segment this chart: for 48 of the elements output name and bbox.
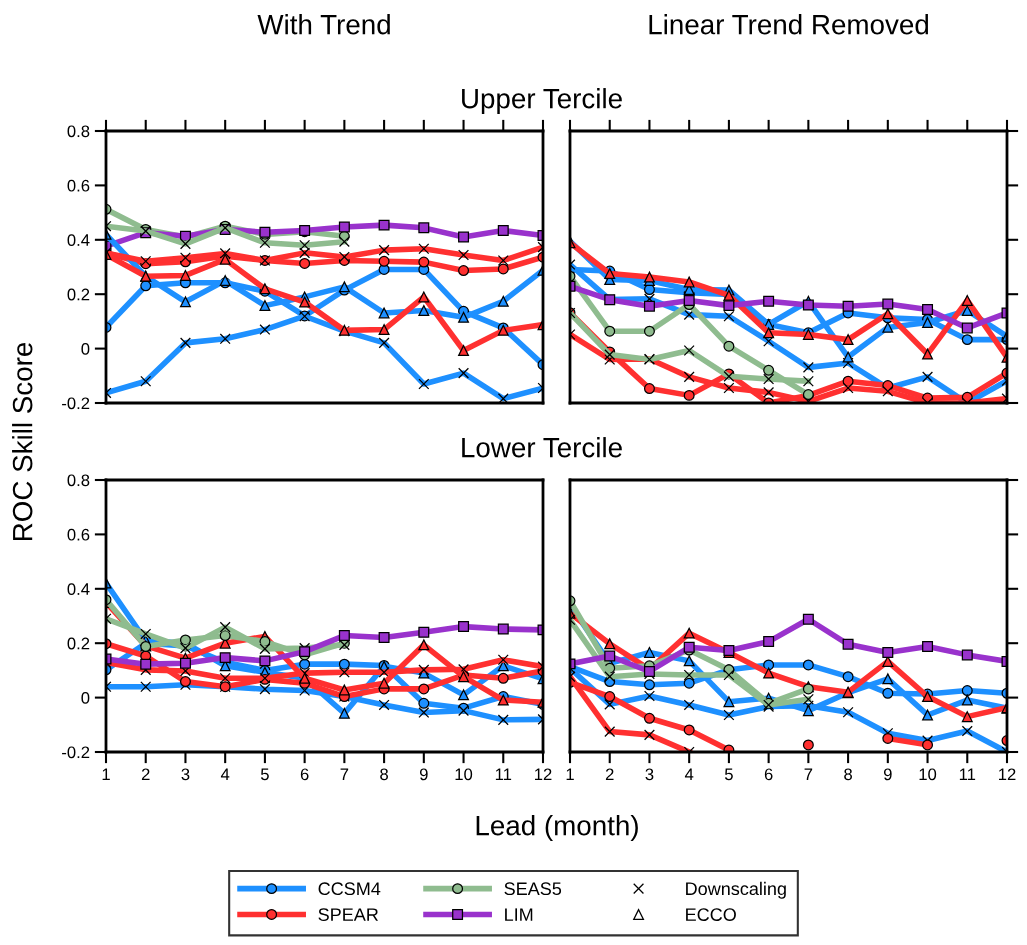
- x-tick-label: 1: [566, 768, 574, 781]
- x-tick-label: 10: [919, 768, 937, 781]
- legend-label: ECCO: [686, 908, 736, 921]
- y-tick-label: 0.6: [67, 528, 90, 541]
- x-axis-title: Lead (month): [476, 815, 638, 841]
- x-tick-label: 9: [419, 768, 428, 781]
- x-tick-label: 3: [645, 768, 654, 781]
- x-tick-label: 11: [959, 768, 976, 781]
- x-tick-label: 6: [300, 768, 309, 781]
- x-tick-label: 8: [844, 768, 852, 781]
- chart-title: Linear Trend Removed: [649, 14, 929, 35]
- legend-label: SPEAR: [318, 908, 379, 921]
- y-axis-title: ROC Skill Score: [12, 342, 33, 541]
- y-tick-label: 0.2: [67, 288, 90, 301]
- x-tick-label: 8: [380, 768, 388, 781]
- x-tick-label: 2: [605, 768, 614, 781]
- x-tick-label: 5: [724, 768, 733, 781]
- y-tick-label: 0: [81, 692, 90, 704]
- x-tick-label: 5: [260, 768, 269, 781]
- x-tick-label: 9: [883, 768, 892, 781]
- x-tick-label: 12: [535, 768, 552, 781]
- chart-title: With Trend: [257, 14, 390, 35]
- legend-label: LIM: [505, 908, 533, 921]
- x-tick-label: 12: [999, 768, 1016, 781]
- y-tick-label: 0.6: [67, 179, 90, 192]
- y-tick-label: 0.4: [67, 583, 90, 595]
- x-tick-label: 7: [804, 768, 813, 781]
- legend-label: SEAS5: [504, 882, 562, 896]
- y-tick-label: 0.8: [67, 474, 90, 487]
- y-tick-label: 0.4: [67, 234, 90, 246]
- legend-label: CCSM4: [318, 882, 381, 896]
- x-tick-label: 1: [102, 768, 110, 781]
- y-tick-label: 0: [81, 343, 90, 355]
- x-tick-label: 6: [764, 768, 773, 781]
- y-tick-label: 0.2: [67, 637, 90, 650]
- x-tick-label: 10: [455, 768, 473, 781]
- x-tick-label: 7: [340, 768, 349, 781]
- x-tick-label: 4: [684, 768, 694, 781]
- x-tick-label: 4: [220, 768, 230, 781]
- y-tick-label: -0.2: [62, 397, 90, 410]
- x-tick-label: 2: [141, 768, 150, 781]
- chart-subtitle: Upper Tercile: [462, 88, 622, 114]
- y-tick-label: 0.8: [67, 125, 90, 138]
- x-tick-label: 11: [495, 768, 512, 781]
- legend-label: Downscaling: [686, 881, 786, 899]
- y-tick-label: -0.2: [62, 746, 90, 759]
- chart-subtitle: Lower Tercile: [462, 437, 622, 458]
- x-tick-label: 3: [181, 768, 190, 781]
